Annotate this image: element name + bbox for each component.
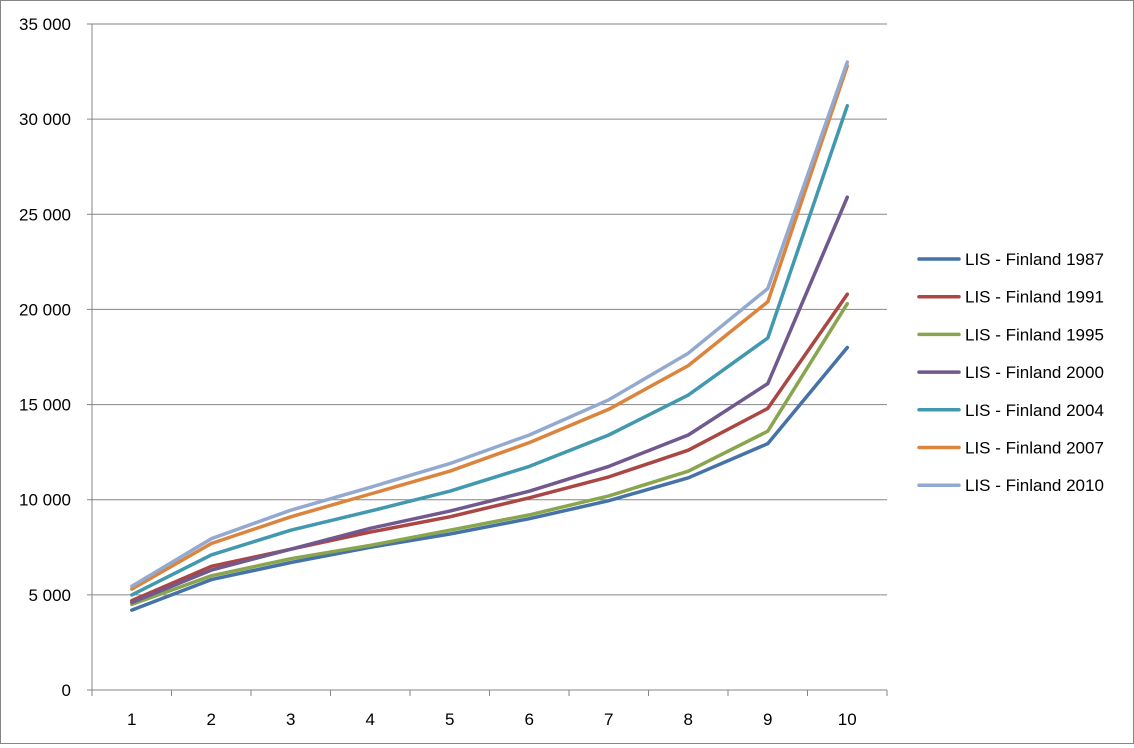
axes	[87, 23, 888, 696]
x-tick-label: 2	[207, 710, 216, 729]
y-tick-label: 10 000	[19, 491, 71, 510]
series-line-lis-finland-2010	[130, 60, 850, 589]
legend-label: LIS - Finland 1991	[965, 288, 1104, 307]
gridlines	[92, 23, 887, 596]
y-tick-label: 0	[62, 681, 71, 700]
legend-item: LIS - Finland 2010	[917, 476, 1104, 495]
legend-label: LIS - Finland 1995	[965, 325, 1104, 344]
x-tick-label: 6	[525, 710, 534, 729]
legend-item: LIS - Finland 1987	[917, 250, 1104, 269]
legend-label: LIS - Finland 1987	[965, 250, 1104, 269]
legend-item: LIS - Finland 1991	[917, 288, 1104, 307]
y-tick-label: 25 000	[19, 205, 71, 224]
x-tick-label: 1	[127, 710, 136, 729]
legend-label: LIS - Finland 2007	[965, 439, 1104, 458]
series-line-lis-finland-2007	[130, 64, 850, 591]
x-tick-label: 3	[286, 710, 295, 729]
x-tick-label: 7	[604, 710, 613, 729]
x-axis-tick-labels: 1 2 3 4 5 6 7 8 9 10	[127, 710, 857, 729]
series-line-lis-finland-1991	[130, 292, 850, 603]
legend-item: LIS - Finland 1995	[917, 325, 1104, 344]
series-line-lis-finland-2000	[130, 195, 850, 605]
x-tick-label: 9	[763, 710, 772, 729]
legend-item: LIS - Finland 2004	[917, 401, 1104, 420]
y-axis-tick-labels: 0 5 000 10 000 15 000 20 000 25 000 30 000 35 0…	[19, 15, 71, 700]
x-tick-label: 5	[445, 710, 454, 729]
x-tick-label: 4	[366, 710, 375, 729]
x-tick-label: 10	[838, 710, 857, 729]
legend-label: LIS - Finland 2004	[965, 401, 1104, 420]
series-line-lis-finland-2004	[130, 104, 850, 597]
legend-item: LIS - Finland 2000	[917, 363, 1104, 382]
series-lines	[130, 60, 850, 612]
y-tick-label: 35 000	[19, 15, 71, 34]
y-tick-label: 20 000	[19, 300, 71, 319]
series-line-lis-finland-1987	[130, 345, 850, 612]
y-tick-label: 15 000	[19, 396, 71, 415]
legend: LIS - Finland 1987 LIS - Finland 1991 LIS …	[917, 250, 1104, 495]
y-tick-label: 30 000	[19, 110, 71, 129]
series-line-lis-finland-1995	[130, 301, 850, 607]
legend-item: LIS - Finland 2007	[917, 439, 1104, 458]
legend-label: LIS - Finland 2000	[965, 363, 1104, 382]
x-tick-label: 8	[684, 710, 693, 729]
y-tick-label: 5 000	[28, 586, 71, 605]
legend-label: LIS - Finland 2010	[965, 476, 1104, 495]
